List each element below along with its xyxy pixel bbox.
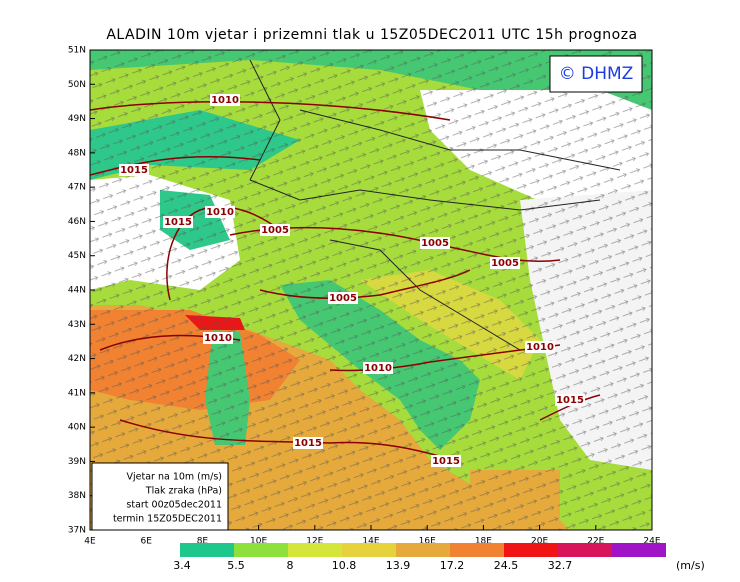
longitude-label: 24E	[643, 537, 660, 547]
latitude-label: 38N	[68, 491, 86, 501]
legend-swatch	[180, 543, 234, 557]
longitude-label: 12E	[306, 537, 323, 547]
legend-swatch	[342, 543, 396, 557]
isobar-label-bg	[490, 257, 520, 269]
legend-unit: (m/s)	[676, 559, 705, 572]
info-line: Tlak zraka (hPa)	[145, 486, 222, 497]
isobar-label: 1015	[556, 395, 584, 406]
latitude-label: 39N	[68, 457, 86, 467]
longitude-label: 8E	[197, 537, 209, 547]
isobar-label: 1005	[491, 258, 519, 269]
latitude-label: 45N	[68, 251, 86, 261]
latitude-label: 42N	[68, 354, 86, 364]
latitude-label: 48N	[68, 148, 86, 158]
isobar-label-bg	[420, 237, 450, 249]
legend-swatch	[450, 543, 504, 557]
legend-label: 5.5	[227, 559, 245, 572]
latitude-label: 49N	[68, 114, 86, 124]
info-line: termin 15Z05DEC2011	[113, 514, 222, 525]
latitude-label: 51N	[68, 46, 86, 56]
legend-label: 3.4	[173, 559, 191, 572]
isobar-label: 1010	[204, 333, 232, 344]
isobar-label: 1010	[364, 363, 392, 374]
isobar-label-bg	[119, 164, 149, 176]
latitude-label: 37N	[68, 526, 86, 536]
longitude-label: 22E	[587, 537, 604, 547]
isobar-label-bg	[210, 94, 240, 106]
latitude-label: 47N	[68, 183, 86, 193]
legend-label: 13.9	[386, 559, 411, 572]
title: ALADIN 10m vjetar i prizemni tlak u 15Z0…	[106, 27, 637, 43]
legend-swatch	[396, 543, 450, 557]
logo-box	[549, 55, 643, 93]
isobar-label: 1005	[261, 225, 289, 236]
latitude-label: 44N	[68, 286, 86, 296]
isobar-label-bg	[260, 224, 290, 236]
longitude-label: 18E	[475, 537, 492, 547]
legend-label: 17.2	[440, 559, 465, 572]
legend-label: 24.5	[494, 559, 519, 572]
isobar-label-bg	[328, 292, 358, 304]
info-line: start 00z05dec2011	[126, 500, 222, 511]
isobar-label: 1015	[432, 456, 460, 467]
isobar-label: 1010	[211, 95, 239, 106]
isobar-label-bg	[431, 455, 461, 467]
isobar-label-bg	[293, 437, 323, 449]
isobar-label: 1015	[294, 438, 322, 449]
latitude-label: 40N	[68, 423, 86, 433]
isobar-label: 1015	[164, 217, 192, 228]
info-line: Vjetar na 10m (m/s)	[127, 472, 223, 483]
isobar-label: 1015	[120, 165, 148, 176]
legend-swatch	[234, 543, 288, 557]
longitude-label: 10E	[250, 537, 267, 547]
isobar-label: 1005	[329, 293, 357, 304]
isobar-label: 1010	[526, 342, 554, 353]
longitude-label: 6E	[140, 537, 152, 547]
map: 1010 1015 1015 1010 1005 1005 1005 1005 1010 1010…	[90, 50, 652, 530]
info-box	[91, 462, 229, 531]
longitude-label: 4E	[84, 537, 96, 547]
longitude-label: 16E	[419, 537, 436, 547]
isobar-label-bg	[525, 341, 555, 353]
isobar-label: 1010	[206, 207, 234, 218]
isobar-label-bg	[163, 216, 193, 228]
legend-swatch	[504, 543, 558, 557]
latitude-label: 46N	[68, 217, 86, 227]
latitude-label: 41N	[68, 388, 86, 398]
latitude-label: 43N	[68, 320, 86, 330]
longitude-label: 20E	[531, 537, 548, 547]
isobar-label: 1005	[421, 238, 449, 249]
legend-swatch	[288, 543, 342, 557]
legend-label: 8	[287, 559, 294, 572]
legend-label: 10.8	[332, 559, 357, 572]
logo: © DHMZ	[559, 64, 634, 84]
isobar-label-bg	[363, 362, 393, 374]
legend-swatch	[558, 543, 612, 557]
latitude-label: 50N	[68, 80, 86, 90]
isobar-label-bg	[203, 332, 233, 344]
isobar-label-bg	[205, 206, 235, 218]
longitude-label: 14E	[362, 537, 379, 547]
legend-swatch	[612, 543, 666, 557]
isobar-label-bg	[555, 394, 585, 406]
legend-label: 32.7	[548, 559, 573, 572]
